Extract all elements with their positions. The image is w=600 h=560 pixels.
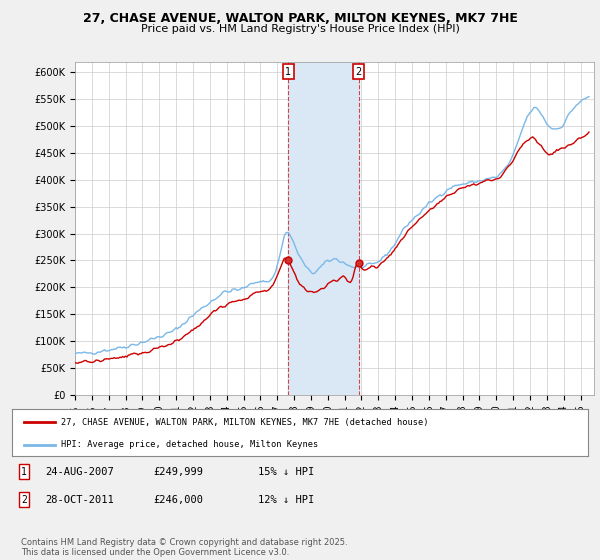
Text: 28-OCT-2011: 28-OCT-2011: [45, 494, 114, 505]
Text: 1: 1: [285, 67, 291, 77]
Text: £249,999: £249,999: [153, 466, 203, 477]
Text: 27, CHASE AVENUE, WALTON PARK, MILTON KEYNES, MK7 7HE: 27, CHASE AVENUE, WALTON PARK, MILTON KE…: [83, 12, 517, 25]
Text: 24-AUG-2007: 24-AUG-2007: [45, 466, 114, 477]
Bar: [288, 62, 359, 395]
Text: 2: 2: [21, 494, 27, 505]
Text: 15% ↓ HPI: 15% ↓ HPI: [258, 466, 314, 477]
Text: 2: 2: [355, 67, 362, 77]
Text: Price paid vs. HM Land Registry's House Price Index (HPI): Price paid vs. HM Land Registry's House …: [140, 24, 460, 34]
Text: 1: 1: [21, 466, 27, 477]
Text: 27, CHASE AVENUE, WALTON PARK, MILTON KEYNES, MK7 7HE (detached house): 27, CHASE AVENUE, WALTON PARK, MILTON KE…: [61, 418, 428, 427]
Text: HPI: Average price, detached house, Milton Keynes: HPI: Average price, detached house, Milt…: [61, 440, 318, 449]
Text: 12% ↓ HPI: 12% ↓ HPI: [258, 494, 314, 505]
Text: Contains HM Land Registry data © Crown copyright and database right 2025.
This d: Contains HM Land Registry data © Crown c…: [21, 538, 347, 557]
Text: £246,000: £246,000: [153, 494, 203, 505]
